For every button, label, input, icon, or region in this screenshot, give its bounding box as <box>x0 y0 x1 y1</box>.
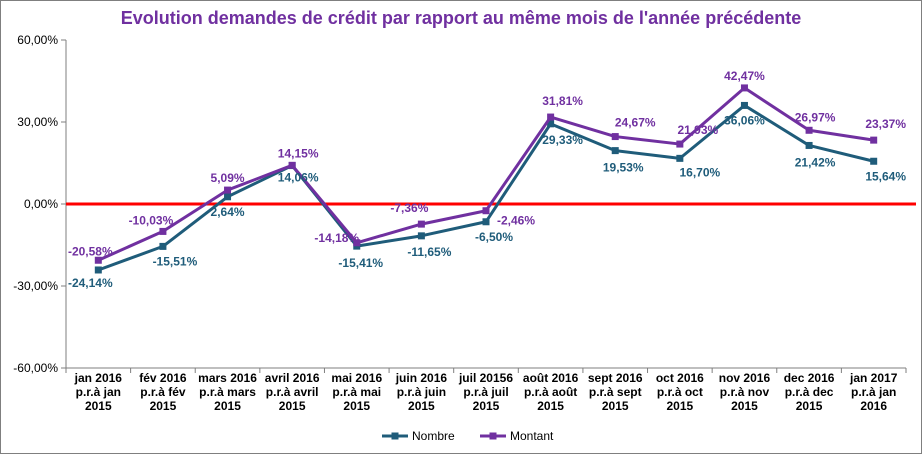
legend-marker-nombre <box>391 432 399 440</box>
data-label-montant: -14,18% <box>314 231 359 245</box>
data-label-montant: -10,03% <box>129 213 174 227</box>
data-point-montant <box>676 140 684 148</box>
data-point-nombre <box>676 154 684 162</box>
data-point-nombre <box>224 193 232 201</box>
data-point-montant <box>288 161 296 169</box>
legend-label-montant: Montant <box>510 429 554 443</box>
data-point-montant <box>353 239 361 247</box>
chart-title: Evolution demandes de crédit par rapport… <box>120 8 802 28</box>
data-label-montant: -20,58% <box>68 244 113 258</box>
x-tick-label: fév 2016 p.r.à fév 2015 <box>139 371 187 413</box>
data-point-nombre <box>740 101 748 109</box>
y-tick-label: -60,00% <box>13 361 58 375</box>
data-label-montant: 42,47% <box>724 69 765 83</box>
data-point-nombre <box>482 218 490 226</box>
x-tick-label: jan 2016 p.r.à jan 2015 <box>74 371 123 413</box>
y-tick-label: 30,00% <box>17 115 58 129</box>
y-tick-label: -30,00% <box>13 279 58 293</box>
data-point-montant <box>224 186 232 194</box>
x-tick-label: jan 2017 p.r.à jan 2016 <box>849 371 898 413</box>
x-tick-label: juil 20156 p.r.à juil 2015 <box>458 371 513 413</box>
x-tick-label: juin 2016 p.r.à juin 2015 <box>395 371 448 413</box>
data-point-montant <box>94 256 102 264</box>
y-tick-label: 60,00% <box>17 33 58 47</box>
y-tick-label: 0,00% <box>24 197 58 211</box>
legend-marker-montant <box>489 432 497 440</box>
data-label-nombre: 36,06% <box>724 113 765 127</box>
data-point-montant <box>611 133 619 141</box>
data-point-nombre <box>870 157 878 165</box>
data-point-nombre <box>547 120 555 128</box>
data-label-nombre: -24,14% <box>68 276 113 290</box>
x-tick-label: août 2016 p.r.à août 2015 <box>523 371 579 413</box>
data-label-nombre: 19,53% <box>603 161 644 175</box>
data-point-nombre <box>159 242 167 250</box>
data-point-nombre <box>611 147 619 155</box>
data-label-nombre: -6,50% <box>475 230 513 244</box>
data-label-nombre: -15,51% <box>153 254 198 268</box>
data-label-montant: 26,97% <box>795 110 836 124</box>
x-tick-label: nov 2016 p.r.à nov 2015 <box>719 371 771 413</box>
data-label-nombre: -15,41% <box>338 256 383 270</box>
x-tick-label: dec 2016 p.r.à dec 2015 <box>784 371 835 413</box>
data-label-montant: 5,09% <box>211 171 245 185</box>
x-tick-label: mars 2016 p.r.à mars 2015 <box>198 371 257 413</box>
data-point-montant <box>870 136 878 144</box>
x-tick-label: sept 2016 p.r.à sept 2015 <box>588 371 643 413</box>
data-point-nombre <box>805 141 813 149</box>
data-label-montant: 21,93% <box>677 123 718 137</box>
data-label-montant: -7,36% <box>390 201 428 215</box>
series-line-nombre <box>97 103 875 272</box>
data-label-nombre: 14,06% <box>278 171 319 185</box>
data-label-montant: 24,67% <box>615 116 656 130</box>
data-label-montant: -2,46% <box>497 214 535 228</box>
data-point-nombre <box>417 232 425 240</box>
data-point-montant <box>482 207 490 215</box>
data-point-montant <box>740 84 748 92</box>
data-point-montant <box>547 113 555 121</box>
legend-label-nombre: Nombre <box>412 429 455 443</box>
data-label-montant: 31,81% <box>542 94 583 108</box>
data-point-montant <box>159 227 167 235</box>
x-tick-label: avril 2016 p.r.à avril 2015 <box>265 371 320 413</box>
data-point-montant <box>417 220 425 228</box>
data-label-nombre: 15,64% <box>865 169 906 183</box>
data-label-nombre: 16,70% <box>679 165 720 179</box>
data-label-nombre: 21,42% <box>795 155 836 169</box>
data-label-montant: 14,15% <box>278 146 319 160</box>
x-tick-label: mai 2016 p.r.à mai 2015 <box>331 371 382 413</box>
data-label-montant: 23,37% <box>865 117 906 131</box>
x-tick-label: oct 2016 p.r.à oct 2015 <box>656 371 704 413</box>
data-label-nombre: 2,64% <box>211 205 245 219</box>
data-point-montant <box>805 126 813 134</box>
data-label-nombre: -11,65% <box>407 245 451 259</box>
data-label-nombre: 29,33% <box>542 133 583 147</box>
data-point-nombre <box>94 266 102 274</box>
